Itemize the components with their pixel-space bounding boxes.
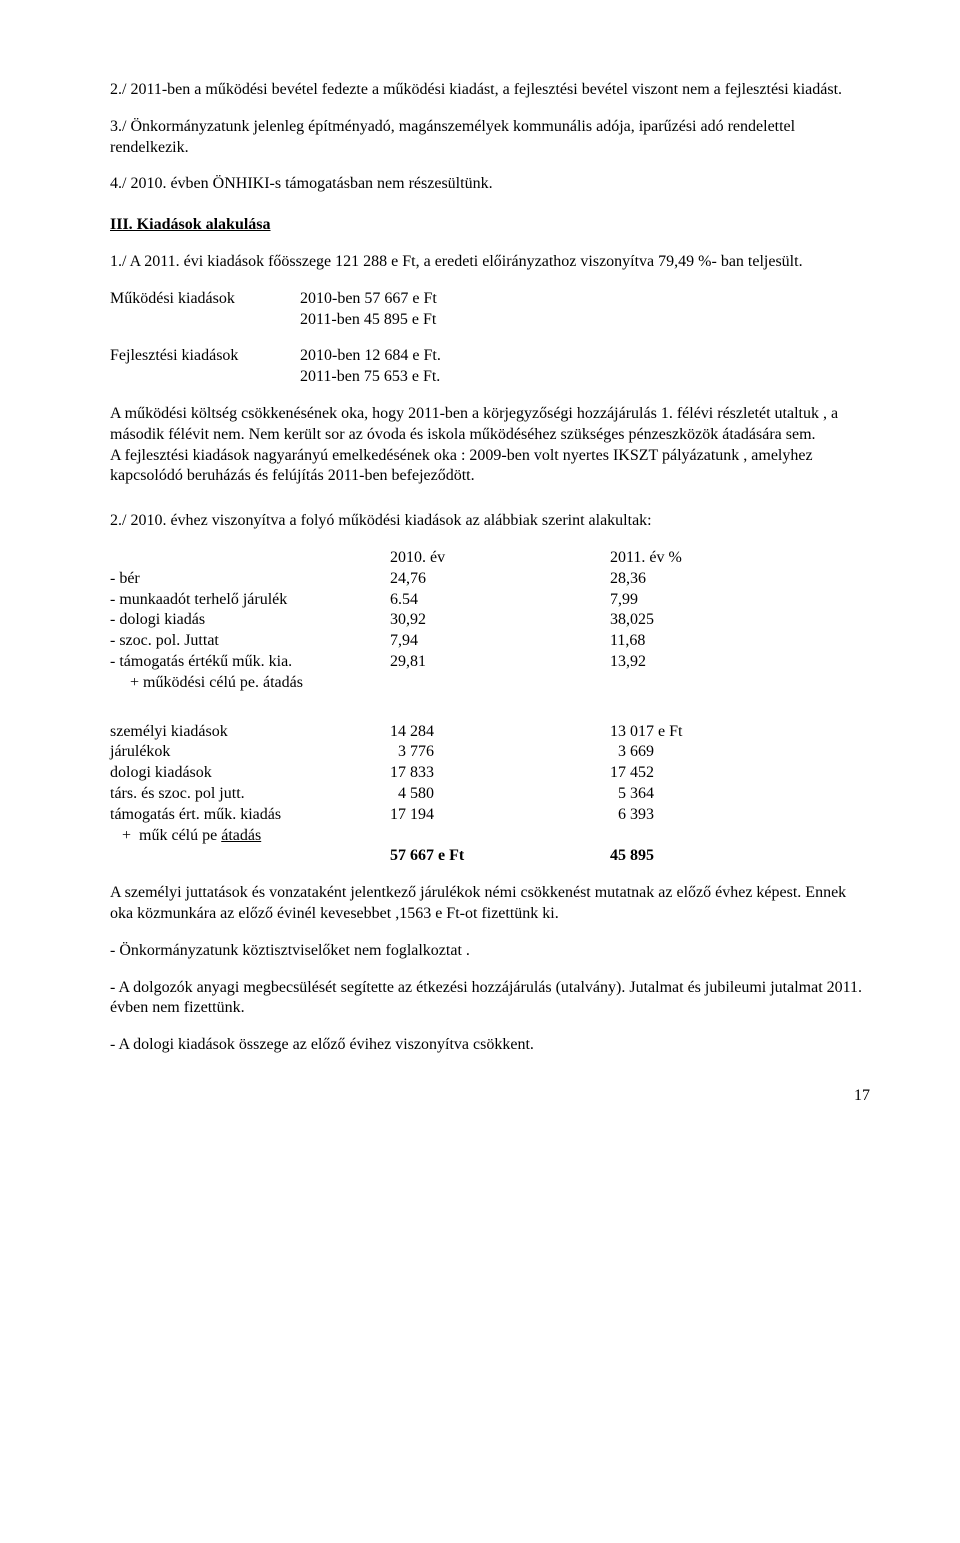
t1-r3c1: 7,94 <box>390 631 610 652</box>
t2-r1c2: 3 669 <box>610 742 810 763</box>
t2-r0c1: 14 284 <box>390 722 610 743</box>
t2-r3c0: társ. és szoc. pol jutt. <box>110 784 390 805</box>
t1-r3c2: 11,68 <box>610 631 810 652</box>
fk-line2: 2011-ben 75 653 e Ft. <box>300 367 870 388</box>
t2-r2c0: dologi kiadások <box>110 763 390 784</box>
mk-line2: 2011-ben 45 895 e Ft <box>300 310 870 331</box>
t2-r2c1: 17 833 <box>390 763 610 784</box>
para-1: 2./ 2011-ben a működési bevétel fedezte … <box>110 80 870 101</box>
t2-last-underline: átadás <box>221 827 261 844</box>
fk-empty <box>110 367 300 388</box>
t1-r4c2: 13,92 <box>610 652 810 673</box>
t2-r0c2: 13 017 e Ft <box>610 722 810 743</box>
para-6: 2./ 2010. évhez viszonyítva a folyó műkö… <box>110 511 870 532</box>
t2-total-c3: 45 895 <box>610 846 810 867</box>
t2-r1c0: járulékok <box>110 742 390 763</box>
t1-r0c0: - bér <box>110 569 390 590</box>
t1-r2c2: 38,025 <box>610 610 810 631</box>
t2-r2c2: 17 452 <box>610 763 810 784</box>
para-8: - Önkormányzatunk köztisztviselőket nem … <box>110 941 870 962</box>
t2-last-row: + műk célú pe átadás <box>110 826 870 847</box>
t1-r1c2: 7,99 <box>610 590 810 611</box>
table-2: személyi kiadások 14 284 13 017 e Ft jár… <box>110 722 870 826</box>
para-5: A működési költség csökkenésének oka, ho… <box>110 404 870 446</box>
t2-r4c2: 6 393 <box>610 805 810 826</box>
t2-r3c2: 5 364 <box>610 784 810 805</box>
t1-r2c0: - dologi kiadás <box>110 610 390 631</box>
t1-r1c0: - munkaadót terhelő járulék <box>110 590 390 611</box>
page-number: 17 <box>110 1086 870 1107</box>
t1-r4c0: - támogatás értékű műk. kia. <box>110 652 390 673</box>
t1-r4c1: 29,81 <box>390 652 610 673</box>
heading-kiadasok: III. Kiadások alakulása <box>110 215 870 236</box>
para-7: A személyi juttatások és vonzataként jel… <box>110 883 870 925</box>
para-4: 1./ A 2011. évi kiadások főösszege 121 2… <box>110 252 870 273</box>
fk-label: Fejlesztési kiadások <box>110 346 300 367</box>
t2-total-row: 57 667 e Ft 45 895 <box>110 846 870 867</box>
fk-line1: 2010-ben 12 684 e Ft. <box>300 346 870 367</box>
t2-last-label: + műk célú pe <box>110 827 221 844</box>
t2-total-c1 <box>110 846 390 867</box>
mk-empty <box>110 310 300 331</box>
t1-r1c1: 6.54 <box>390 590 610 611</box>
para-10: - A dologi kiadások összege az előző évi… <box>110 1035 870 1056</box>
t1-h2: 2010. év <box>390 548 610 569</box>
para-5b: A fejlesztési kiadások nagyarányú emelke… <box>110 446 870 488</box>
t2-r4c1: 17 194 <box>390 805 610 826</box>
t1-last: + működési célú pe. átadás <box>110 673 870 694</box>
t1-h3: 2011. év % <box>610 548 810 569</box>
t1-h1 <box>110 548 390 569</box>
t2-r4c0: támogatás ért. műk. kiadás <box>110 805 390 826</box>
table-1: 2010. év 2011. év % - bér 24,76 28,36 - … <box>110 548 870 673</box>
para-3: 4./ 2010. évben ÖNHIKI-s támogatásban ne… <box>110 174 870 195</box>
para-2: 3./ Önkormányzatunk jelenleg építményadó… <box>110 117 870 159</box>
t1-r0c2: 28,36 <box>610 569 810 590</box>
t2-total-c2: 57 667 e Ft <box>390 846 610 867</box>
t2-r1c1: 3 776 <box>390 742 610 763</box>
fejlesztesi-kiadasok-block: Fejlesztési kiadások 2010-ben 12 684 e F… <box>110 346 870 388</box>
t1-r2c1: 30,92 <box>390 610 610 631</box>
t2-r0c0: személyi kiadások <box>110 722 390 743</box>
para-9: - A dolgozók anyagi megbecsülését segíte… <box>110 978 870 1020</box>
mk-line1: 2010-ben 57 667 e Ft <box>300 289 870 310</box>
t2-r3c1: 4 580 <box>390 784 610 805</box>
t1-r3c0: - szoc. pol. Juttat <box>110 631 390 652</box>
mukodesi-kiadasok-block: Működési kiadások 2010-ben 57 667 e Ft 2… <box>110 289 870 331</box>
t1-r0c1: 24,76 <box>390 569 610 590</box>
mk-label: Működési kiadások <box>110 289 300 310</box>
